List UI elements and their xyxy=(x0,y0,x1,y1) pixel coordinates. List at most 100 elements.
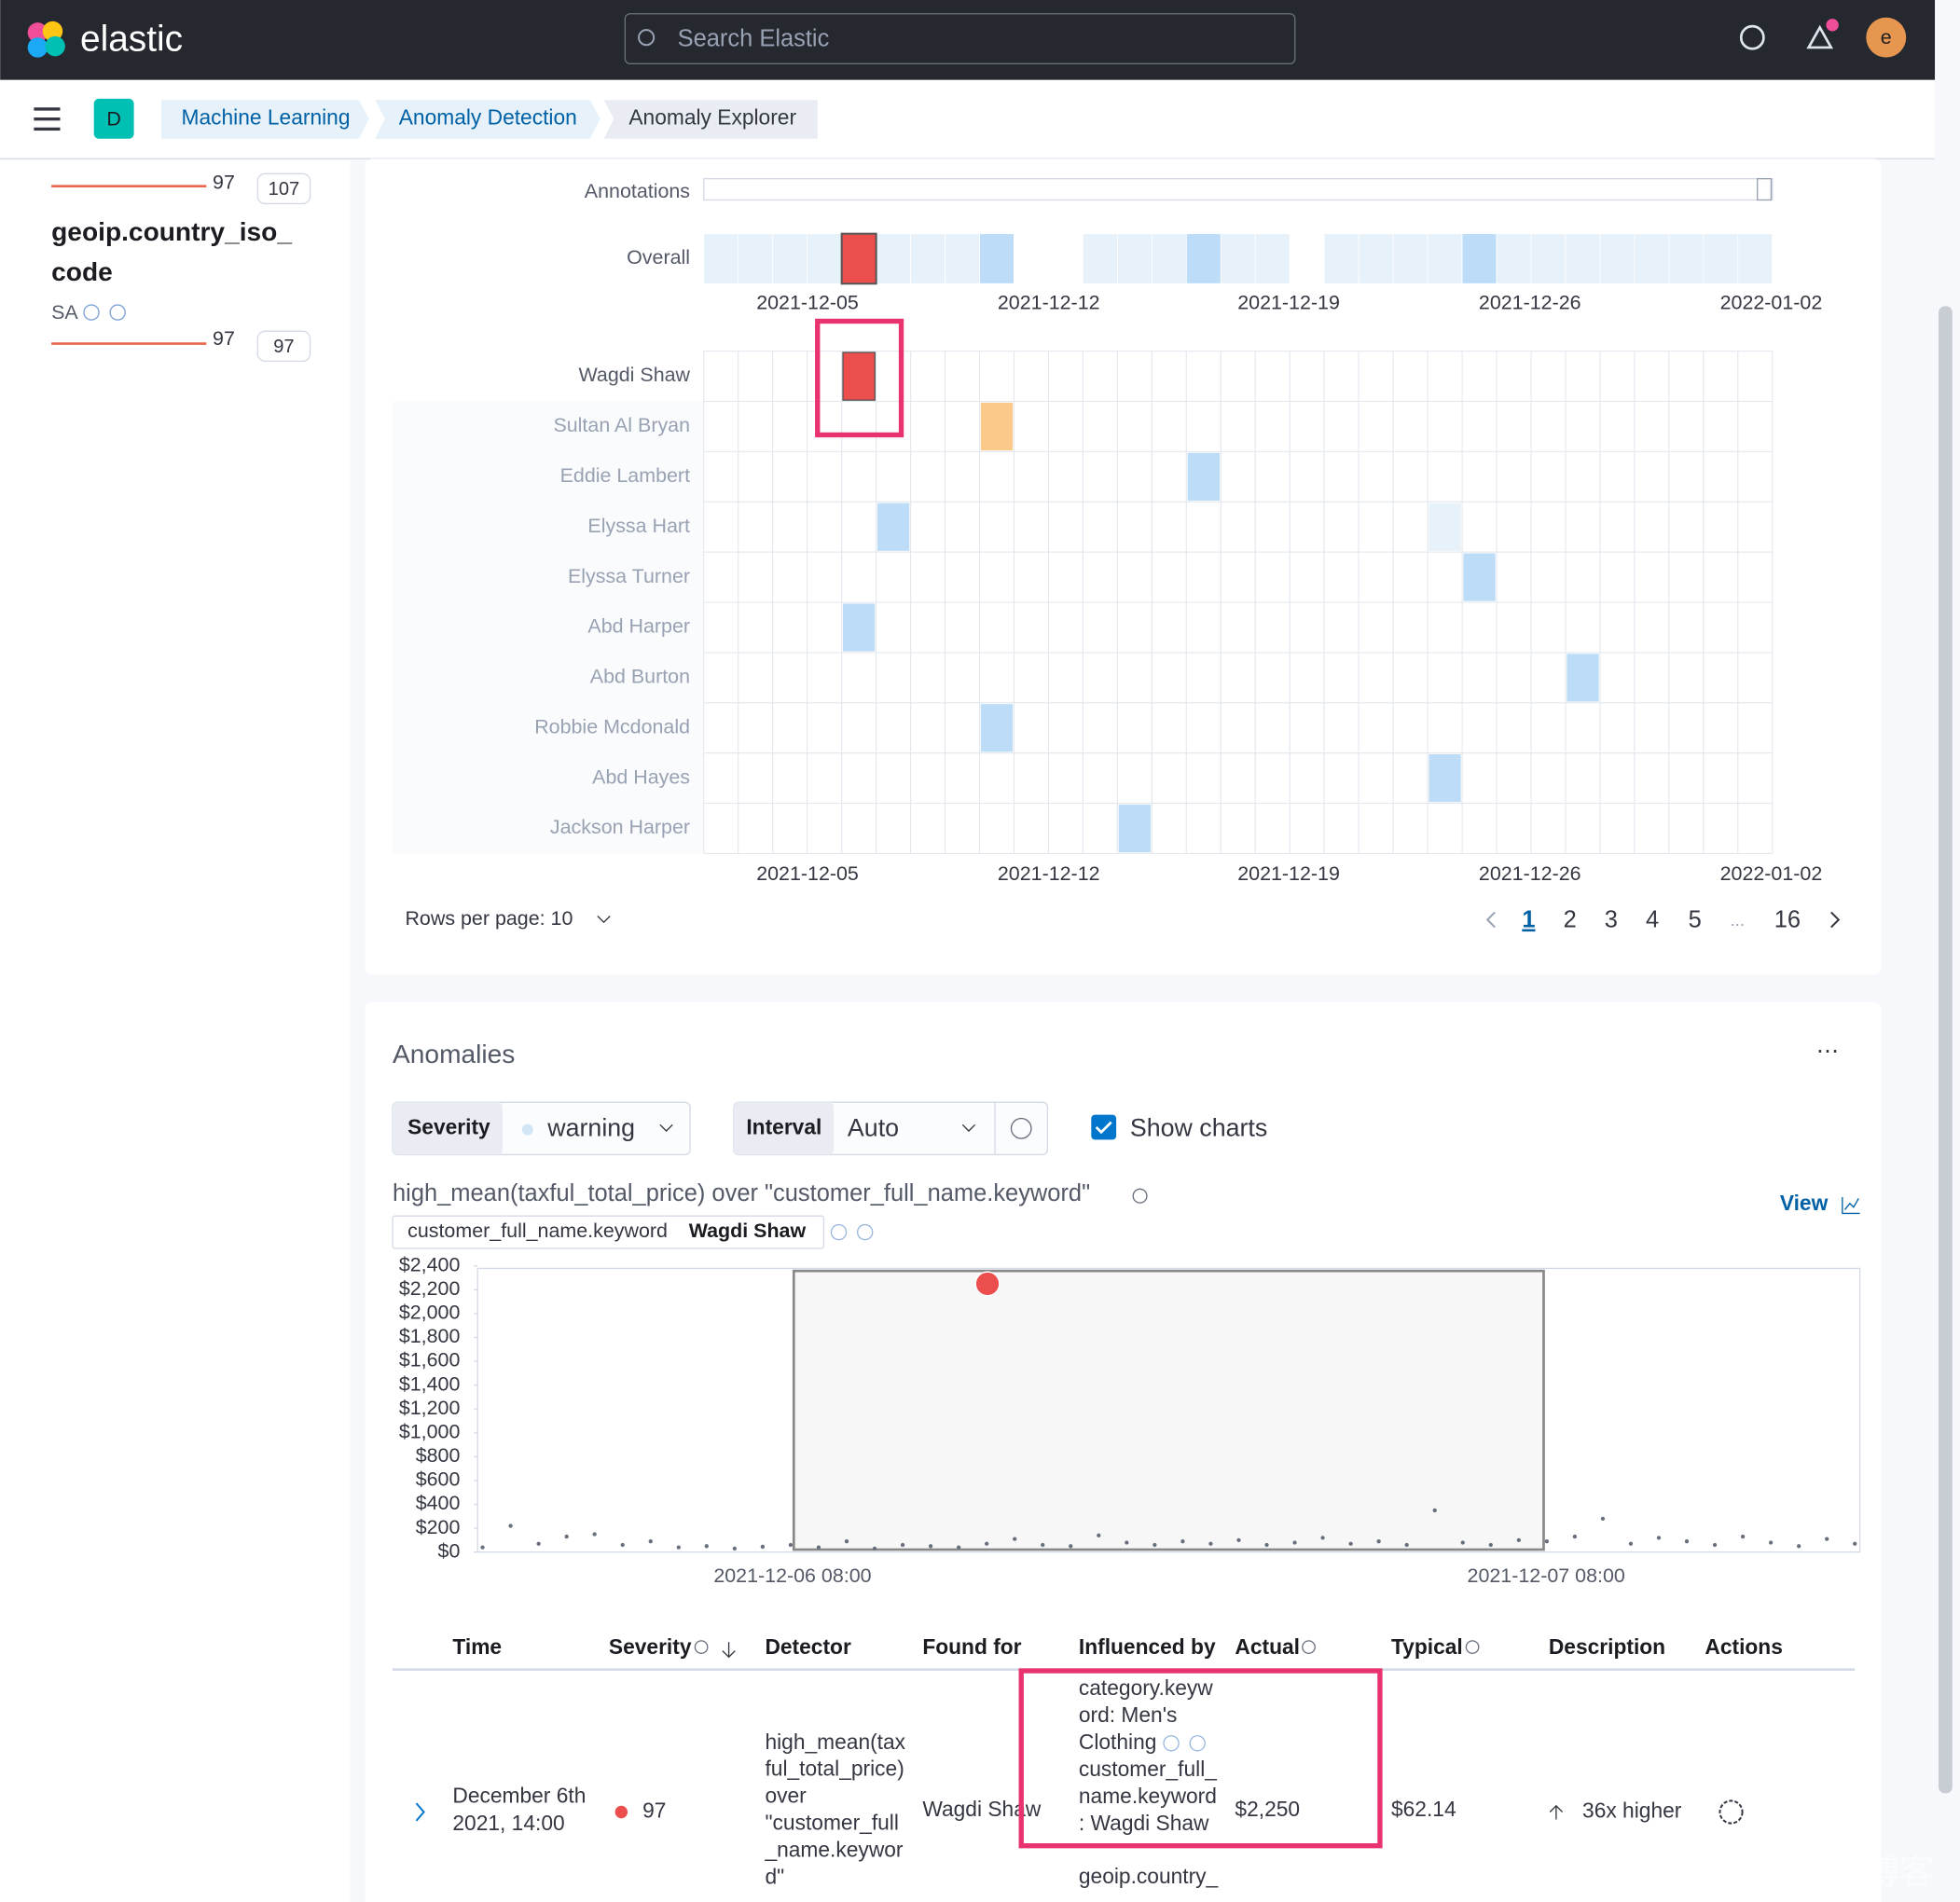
breadcrumb-text[interactable]: Anomaly Detection xyxy=(399,104,577,129)
help-icon[interactable] xyxy=(1739,24,1765,50)
overall-cell xyxy=(738,233,774,284)
actions-gear[interactable] xyxy=(1718,1799,1744,1825)
detector: high_mean(tax xyxy=(765,1730,905,1754)
cell-anomaly[interactable] xyxy=(980,402,1014,451)
page-number[interactable]: 1 xyxy=(1522,907,1535,933)
cell xyxy=(1496,601,1532,654)
cell-anomaly[interactable] xyxy=(980,704,1014,752)
chevron xyxy=(961,1123,976,1132)
y-tick-label: $2,400 xyxy=(399,1253,461,1275)
cell xyxy=(807,803,843,854)
menu-icon[interactable] xyxy=(34,107,61,111)
cell xyxy=(1668,752,1705,805)
data-point xyxy=(1097,1533,1101,1537)
cell xyxy=(876,400,912,452)
logo-text[interactable]: elastic xyxy=(80,19,183,59)
cell xyxy=(1737,752,1774,805)
page-number[interactable]: 5 xyxy=(1689,907,1702,933)
breadcrumb xyxy=(603,100,818,139)
severity-dot xyxy=(614,1805,628,1819)
page-number[interactable]: 3 xyxy=(1605,907,1618,933)
row-label[interactable]: Elyssa Turner xyxy=(568,565,690,587)
overall-cell xyxy=(1323,233,1360,284)
filter-in[interactable] xyxy=(830,1223,848,1241)
page-number[interactable]: 4 xyxy=(1646,907,1659,933)
row-label[interactable]: Wagdi Shaw xyxy=(578,364,690,386)
row-label[interactable]: Eddie Lambert xyxy=(560,464,690,487)
cell-anomaly[interactable] xyxy=(1429,754,1461,803)
help-icon[interactable] xyxy=(1132,1188,1148,1204)
more-menu[interactable]: ⋯ xyxy=(1816,1039,1839,1064)
count: 97 xyxy=(273,337,294,357)
filter-out[interactable] xyxy=(109,304,126,321)
row-label[interactable]: Abd Hayes xyxy=(592,765,690,788)
filter-out[interactable] xyxy=(856,1223,874,1241)
cell-anomaly[interactable] xyxy=(876,503,910,551)
control-value: warning xyxy=(546,1114,635,1142)
row-label[interactable]: Sultan Al Bryan xyxy=(553,414,690,436)
cell xyxy=(772,450,808,503)
data-point xyxy=(592,1532,597,1537)
row-label[interactable]: Elyssa Hart xyxy=(587,515,690,537)
checkbox-label[interactable]: Show charts xyxy=(1130,1114,1267,1142)
cell-anomaly[interactable] xyxy=(1429,503,1461,551)
y-tick-label: $2,000 xyxy=(399,1302,461,1324)
data-point xyxy=(985,1541,989,1546)
cell-anomaly[interactable] xyxy=(1118,804,1152,853)
page-number[interactable]: 16 xyxy=(1774,907,1801,933)
cell xyxy=(876,702,912,754)
cell xyxy=(1599,652,1636,704)
sidebar-bg xyxy=(0,158,351,1902)
cell xyxy=(1530,702,1567,754)
overall-cell xyxy=(1530,233,1567,284)
menu-icon[interactable] xyxy=(34,127,61,131)
scrollbar[interactable] xyxy=(1939,306,1953,1794)
next-page[interactable] xyxy=(1830,911,1841,929)
anomaly-marker[interactable] xyxy=(974,1271,1001,1297)
cell xyxy=(1254,752,1291,805)
cell xyxy=(1599,803,1636,854)
row-label[interactable]: Robbie Mcdonald xyxy=(534,715,690,737)
view-icon[interactable] xyxy=(1842,1197,1860,1215)
cell-anomaly[interactable] xyxy=(1463,553,1496,601)
avatar[interactable] xyxy=(1866,17,1907,58)
menu-icon[interactable] xyxy=(34,117,61,121)
date-label: 2021-12-26 xyxy=(1479,862,1581,885)
page-number[interactable]: 2 xyxy=(1564,907,1577,933)
page-number[interactable]: ... xyxy=(1730,910,1745,930)
prev-page[interactable] xyxy=(1485,911,1496,929)
cell xyxy=(1634,450,1670,503)
rows-per-page[interactable]: Rows per page: 10 xyxy=(405,907,573,930)
up-arrow xyxy=(1549,1804,1564,1820)
breadcrumb[interactable] xyxy=(375,100,600,139)
view-link[interactable]: View xyxy=(1780,1191,1829,1215)
help-icon[interactable] xyxy=(1010,1117,1032,1139)
cell xyxy=(1703,400,1739,452)
cell-anomaly[interactable] xyxy=(842,351,876,401)
space-badge[interactable] xyxy=(93,98,134,139)
cell xyxy=(978,601,1015,654)
filter-icon[interactable] xyxy=(1163,1735,1180,1752)
cell xyxy=(1461,351,1498,403)
row-label[interactable]: Jackson Harper xyxy=(550,816,690,838)
cell xyxy=(1254,702,1291,754)
row-label[interactable]: Abd Burton xyxy=(590,666,690,688)
expand-row[interactable] xyxy=(415,1802,425,1822)
cell-anomaly[interactable] xyxy=(1187,452,1220,501)
filter-icon[interactable] xyxy=(1189,1735,1206,1752)
cell xyxy=(1013,652,1049,704)
search-box[interactable] xyxy=(624,13,1296,65)
cell xyxy=(876,551,912,603)
breadcrumb-text[interactable]: Machine Learning xyxy=(182,104,351,129)
chevron xyxy=(597,915,611,924)
checkbox[interactable] xyxy=(1091,1114,1117,1140)
breadcrumb[interactable] xyxy=(161,100,369,139)
influencer: ord: Men's xyxy=(1079,1702,1178,1727)
filter-in[interactable] xyxy=(83,304,100,321)
cell-anomaly[interactable] xyxy=(1567,654,1599,702)
cell-anomaly[interactable] xyxy=(842,603,876,652)
column-header[interactable]: Severity xyxy=(609,1634,692,1659)
overall-cell xyxy=(1083,233,1118,284)
row-label[interactable]: Abd Harper xyxy=(587,615,690,638)
news-icon[interactable] xyxy=(1806,24,1834,49)
